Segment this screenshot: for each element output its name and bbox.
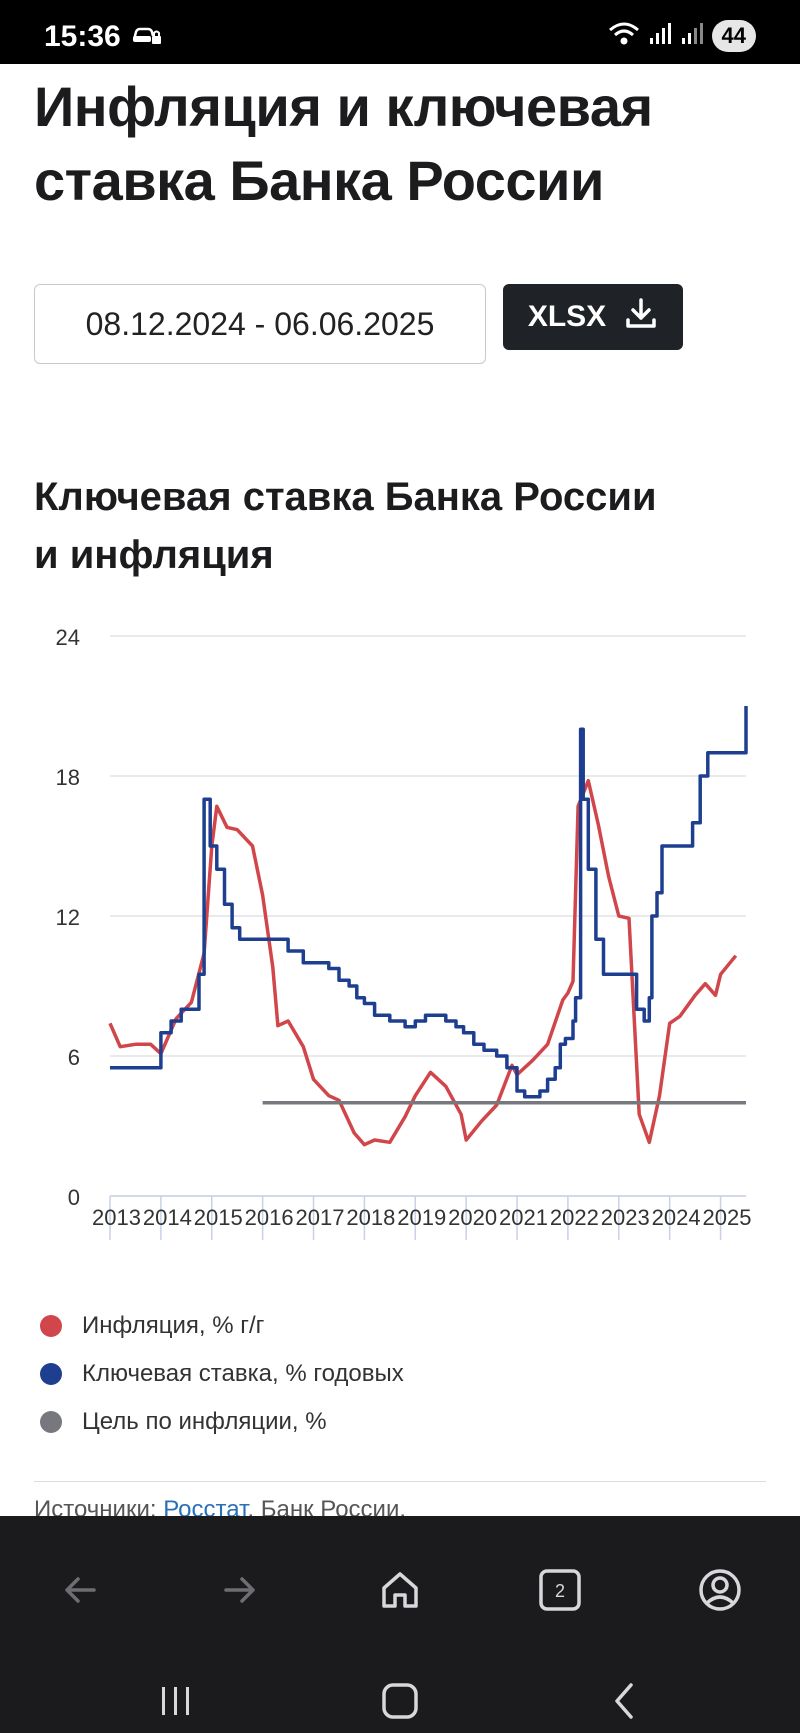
y-tick-label: 0	[68, 1185, 80, 1210]
signal-icon	[648, 22, 672, 51]
chart-title-line2: и инфляция	[34, 533, 274, 577]
legend-label-inflation: Инфляция, % г/г	[82, 1312, 265, 1339]
profile-icon[interactable]	[690, 1560, 750, 1620]
x-tick-label: 2023	[601, 1205, 650, 1230]
chart-title-line1: Ключевая ставка Банка России	[34, 475, 657, 519]
battery-indicator: 44	[711, 20, 756, 52]
chart-legend: Инфляция, % г/г Ключевая ставка, % годов…	[40, 1302, 404, 1446]
x-tick-label: 2022	[550, 1205, 599, 1230]
y-tick-label: 18	[56, 765, 80, 790]
inflation-rate-chart: 0 6 12 18 24 2013 2014 2015 2016 2017 2018 2019 2020…	[56, 625, 752, 1240]
xlsx-download-button[interactable]: XLSX	[503, 284, 683, 350]
tabs-icon[interactable]: 2	[530, 1560, 590, 1620]
forward-arrow-icon[interactable]	[210, 1560, 270, 1620]
wifi-icon	[608, 21, 640, 52]
legend-dot-target	[40, 1411, 62, 1433]
home-nav-icon[interactable]	[370, 1676, 430, 1726]
x-tick-label: 2019	[397, 1205, 446, 1230]
legend-dot-key-rate	[40, 1363, 62, 1385]
legend-item-key-rate[interactable]: Ключевая ставка, % годовых	[40, 1350, 404, 1398]
back-nav-icon[interactable]	[594, 1676, 654, 1726]
legend-item-inflation[interactable]: Инфляция, % г/г	[40, 1302, 404, 1350]
tabs-count: 2	[555, 1581, 565, 1601]
back-arrow-icon[interactable]	[50, 1560, 110, 1620]
x-tick-label: 2018	[346, 1205, 395, 1230]
x-tick-label: 2025	[703, 1205, 752, 1230]
x-tick-label: 2014	[143, 1205, 192, 1230]
signal-2-icon	[680, 22, 704, 51]
x-tick-label: 2020	[448, 1205, 497, 1230]
legend-dot-inflation	[40, 1315, 62, 1337]
car-lock-icon	[132, 26, 162, 51]
x-tick-label: 2016	[245, 1205, 294, 1230]
legend-label-key-rate: Ключевая ставка, % годовых	[82, 1360, 404, 1387]
key-rate-series-line	[110, 706, 748, 1099]
date-range-input[interactable]: 08.12.2024 - 06.06.2025	[34, 284, 486, 364]
recent-apps-icon[interactable]	[146, 1676, 206, 1726]
browser-toolbar: 2	[0, 1516, 800, 1733]
x-tick-label: 2024	[652, 1205, 701, 1230]
x-tick-label: 2015	[194, 1205, 243, 1230]
x-tick-label: 2013	[92, 1205, 141, 1230]
y-tick-label: 12	[56, 905, 80, 930]
chart-title: Ключевая ставка Банка России и инфляция	[34, 468, 774, 584]
legend-label-target: Цель по инфляции, %	[82, 1408, 327, 1435]
x-tick-label: 2021	[499, 1205, 548, 1230]
home-icon[interactable]	[370, 1560, 430, 1620]
divider	[34, 1481, 766, 1482]
y-tick-label: 6	[68, 1045, 80, 1070]
y-tick-label: 24	[56, 625, 80, 650]
xlsx-button-label: XLSX	[527, 300, 607, 333]
inflation-series-line	[108, 778, 738, 1147]
download-icon	[624, 296, 658, 338]
legend-item-target[interactable]: Цель по инфляции, %	[40, 1398, 404, 1446]
x-tick-label: 2017	[296, 1205, 345, 1230]
status-time: 15:36	[44, 20, 121, 53]
page-title: Инфляция и ключевая ставка Банка России	[34, 75, 653, 212]
status-bar: 15:36 44	[0, 0, 800, 64]
